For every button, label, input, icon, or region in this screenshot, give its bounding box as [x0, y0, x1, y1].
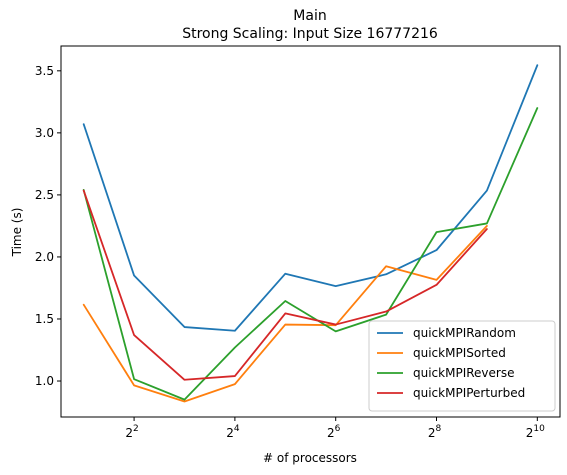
series-line-quickMPIRandom [82, 64, 539, 332]
x-tick-label: 24 [226, 424, 240, 440]
x-axis-ticks: 22 24 26 28 210 [125, 417, 545, 440]
plot-area-frame [60, 45, 561, 418]
chart-subtitle: Strong Scaling: Input Size 16777216 [182, 26, 438, 42]
x-axis-label: # of processors [263, 451, 357, 465]
x-tick-base: 2 [526, 426, 534, 440]
legend-label: quickMPIReverse [413, 366, 514, 380]
legend-box [368, 320, 556, 412]
legend-label: quickMPISorted [413, 346, 506, 360]
y-axis-ticks: 1.0 1.5 2.0 2.5 3.0 3.5 [35, 64, 61, 388]
y-tick-label: 3.5 [35, 64, 54, 78]
series-line-quickMPISorted [82, 225, 488, 403]
x-tick-exponent: 6 [335, 424, 341, 434]
y-axis-label: Time (s) [10, 208, 24, 258]
series-line-quickMPIReverse [82, 107, 539, 401]
x-tick-label: 28 [428, 424, 442, 440]
x-tick-base: 2 [428, 426, 436, 440]
y-tick-label: 2.5 [35, 188, 54, 202]
series-line-quickMPIPerturbed [82, 189, 488, 381]
legend: quickMPIRandom quickMPISorted quickMPIReve… [368, 320, 556, 412]
y-tick-label: 2.0 [35, 250, 54, 264]
y-tick-label: 1.0 [35, 374, 54, 388]
x-tick-exponent: 2 [133, 424, 139, 434]
x-tick-label: 22 [125, 424, 138, 440]
x-tick-exponent: 10 [533, 424, 545, 434]
y-tick-label: 1.5 [35, 312, 54, 326]
legend-label: quickMPIRandom [413, 326, 516, 340]
chart-title: Main [293, 8, 326, 24]
x-tick-label: 210 [526, 424, 545, 440]
x-tick-exponent: 4 [234, 424, 240, 434]
legend-label: quickMPIPerturbed [413, 386, 525, 400]
y-tick-label: 3.0 [35, 126, 54, 140]
x-tick-label: 26 [327, 424, 341, 440]
x-tick-base: 2 [125, 426, 133, 440]
x-tick-base: 2 [226, 426, 234, 440]
x-tick-exponent: 8 [435, 424, 441, 434]
series-lines [82, 64, 539, 403]
x-tick-base: 2 [327, 426, 335, 440]
